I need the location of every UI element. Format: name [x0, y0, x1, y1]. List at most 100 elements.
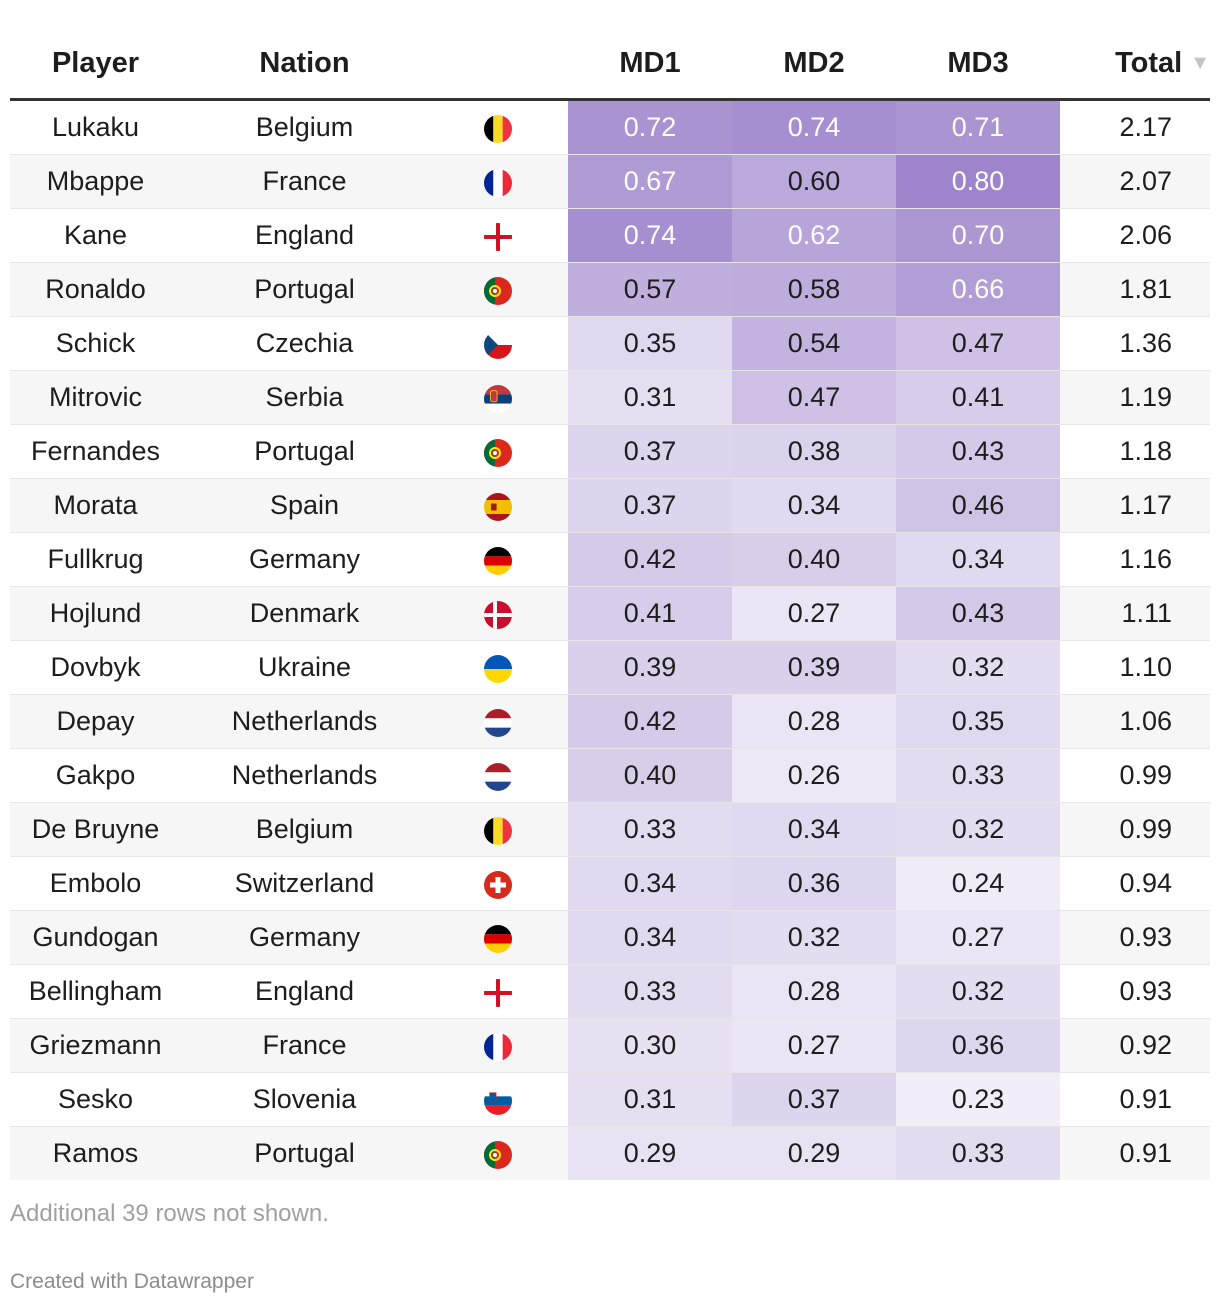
header-row: Player Nation MD1 MD2 MD3 Total ▼	[10, 28, 1210, 101]
flag-portugal-icon	[484, 1140, 512, 1169]
player-cell: Fullkrug	[10, 532, 181, 587]
md1-cell: 0.74	[568, 208, 732, 263]
nation-cell: Switzerland	[181, 856, 428, 911]
table-row: Mitrovic Serbia 0.31 0.47 0.41 1.19	[10, 370, 1210, 425]
table-row: Mbappe France 0.67 0.60 0.80 2.07	[10, 154, 1210, 209]
total-cell: 0.91	[1060, 1072, 1210, 1127]
md1-cell: 0.35	[568, 316, 732, 371]
nation-cell: Belgium	[181, 99, 428, 155]
player-cell: Bellingham	[10, 964, 181, 1019]
md1-cell: 0.42	[568, 532, 732, 587]
md3-cell: 0.43	[896, 586, 1060, 641]
table-row: Embolo Switzerland 0.34 0.36 0.24 0.94	[10, 856, 1210, 911]
nation-cell: Ukraine	[181, 640, 428, 695]
player-cell: Depay	[10, 694, 181, 749]
md3-cell: 0.43	[896, 424, 1060, 479]
header-md3[interactable]: MD3	[896, 28, 1060, 101]
flag-cell	[428, 532, 568, 587]
md1-cell: 0.31	[568, 370, 732, 425]
table-row: Morata Spain 0.37 0.34 0.46 1.17	[10, 478, 1210, 533]
md1-cell: 0.31	[568, 1072, 732, 1127]
flag-portugal-icon	[484, 438, 512, 467]
player-cell: Hojlund	[10, 586, 181, 641]
flag-cell	[428, 910, 568, 965]
flag-denmark-icon	[484, 600, 512, 629]
header-md1[interactable]: MD1	[568, 28, 732, 101]
nation-cell: Denmark	[181, 586, 428, 641]
md1-cell: 0.42	[568, 694, 732, 749]
player-cell: Mbappe	[10, 154, 181, 209]
header-total[interactable]: Total ▼	[1060, 28, 1210, 101]
player-cell: Sesko	[10, 1072, 181, 1127]
player-cell: Ronaldo	[10, 262, 181, 317]
flag-cell	[428, 964, 568, 1019]
md2-cell: 0.58	[732, 262, 896, 317]
total-cell: 1.81	[1060, 262, 1210, 317]
nation-cell: Germany	[181, 532, 428, 587]
md3-cell: 0.23	[896, 1072, 1060, 1127]
stats-table: Player Nation MD1 MD2 MD3 Total ▼ Lukaku B…	[10, 28, 1210, 1180]
header-md2[interactable]: MD2	[732, 28, 896, 101]
player-cell: Dovbyk	[10, 640, 181, 695]
md2-cell: 0.27	[732, 586, 896, 641]
table-row: Lukaku Belgium 0.72 0.74 0.71 2.17	[10, 99, 1210, 155]
md3-cell: 0.34	[896, 532, 1060, 587]
nation-cell: Spain	[181, 478, 428, 533]
nation-cell: Serbia	[181, 370, 428, 425]
md1-cell: 0.34	[568, 910, 732, 965]
total-cell: 0.94	[1060, 856, 1210, 911]
flag-germany-icon	[484, 924, 512, 953]
table-row: Depay Netherlands 0.42 0.28 0.35 1.06	[10, 694, 1210, 749]
md3-cell: 0.35	[896, 694, 1060, 749]
flag-cell	[428, 748, 568, 803]
flag-england-icon	[484, 222, 512, 251]
md1-cell: 0.57	[568, 262, 732, 317]
md2-cell: 0.74	[732, 99, 896, 155]
sort-descending-icon[interactable]: ▼	[1190, 52, 1210, 75]
nation-cell: England	[181, 208, 428, 263]
md2-cell: 0.28	[732, 694, 896, 749]
header-player[interactable]: Player	[10, 28, 181, 101]
total-cell: 0.93	[1060, 964, 1210, 1019]
md3-cell: 0.66	[896, 262, 1060, 317]
nation-cell: France	[181, 1018, 428, 1073]
player-cell: Ramos	[10, 1126, 181, 1180]
flag-cell	[428, 262, 568, 317]
md2-cell: 0.34	[732, 802, 896, 857]
table-row: Sesko Slovenia 0.31 0.37 0.23 0.91	[10, 1072, 1210, 1127]
header-nation[interactable]: Nation	[181, 28, 428, 101]
player-cell: Mitrovic	[10, 370, 181, 425]
total-cell: 0.92	[1060, 1018, 1210, 1073]
total-cell: 0.91	[1060, 1126, 1210, 1180]
md2-cell: 0.47	[732, 370, 896, 425]
md3-cell: 0.80	[896, 154, 1060, 209]
md1-cell: 0.33	[568, 964, 732, 1019]
flag-france-icon	[484, 1032, 512, 1061]
md2-cell: 0.36	[732, 856, 896, 911]
md1-cell: 0.41	[568, 586, 732, 641]
nation-cell: Slovenia	[181, 1072, 428, 1127]
md2-cell: 0.32	[732, 910, 896, 965]
nation-cell: Portugal	[181, 424, 428, 479]
total-cell: 1.18	[1060, 424, 1210, 479]
player-cell: Lukaku	[10, 99, 181, 155]
md2-cell: 0.27	[732, 1018, 896, 1073]
flag-cell	[428, 1072, 568, 1127]
md2-cell: 0.60	[732, 154, 896, 209]
nation-cell: France	[181, 154, 428, 209]
credit-line: Created with Datawrapper	[10, 1270, 254, 1293]
md1-cell: 0.30	[568, 1018, 732, 1073]
nation-cell: Czechia	[181, 316, 428, 371]
md3-cell: 0.47	[896, 316, 1060, 371]
flag-serbia-icon	[484, 384, 512, 413]
flag-cell	[428, 99, 568, 155]
flag-cell	[428, 370, 568, 425]
md3-cell: 0.70	[896, 208, 1060, 263]
flag-cell	[428, 424, 568, 479]
md2-cell: 0.37	[732, 1072, 896, 1127]
flag-cell	[428, 802, 568, 857]
header-flag	[428, 28, 568, 101]
md3-cell: 0.36	[896, 1018, 1060, 1073]
player-cell: Schick	[10, 316, 181, 371]
flag-cell	[428, 586, 568, 641]
